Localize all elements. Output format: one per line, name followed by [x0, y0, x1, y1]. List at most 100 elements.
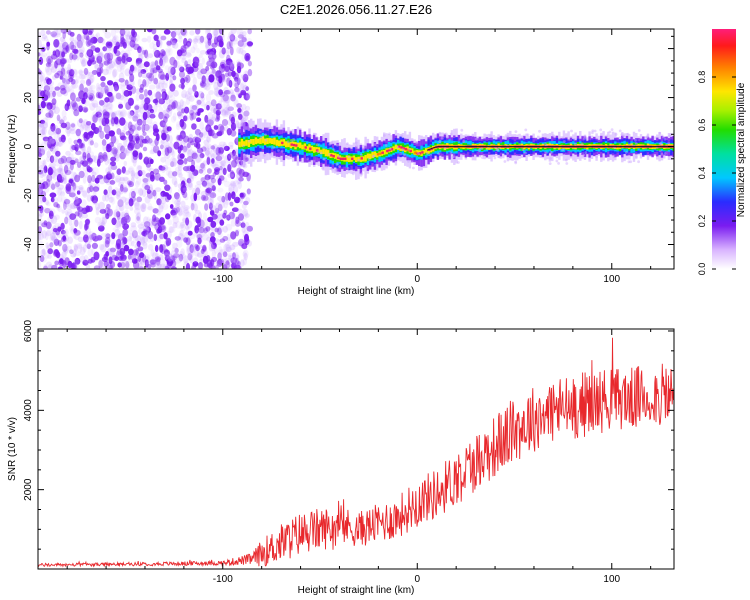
noise-speckle — [102, 174, 107, 180]
noise-speckle — [193, 89, 198, 96]
noise-speckle — [88, 138, 94, 147]
noise-speckle — [167, 253, 173, 262]
noise-speckle — [96, 86, 103, 94]
ridge-speckle — [663, 137, 667, 141]
noise-speckle — [246, 188, 251, 195]
noise-speckle — [191, 159, 196, 167]
noise-speckle — [206, 153, 213, 159]
noise-speckle — [86, 194, 92, 202]
noise-speckle — [231, 191, 236, 200]
noise-speckle — [124, 177, 130, 185]
noise-speckle — [121, 84, 126, 93]
ridge-speckle — [524, 151, 527, 155]
noise-speckle — [200, 68, 208, 75]
noise-speckle — [122, 185, 128, 193]
ridge-speckle — [503, 160, 507, 163]
noise-speckle — [164, 264, 169, 269]
noise-speckle — [183, 157, 188, 165]
noise-speckle — [129, 73, 135, 83]
noise-speckle — [215, 155, 223, 162]
ridge-speckle — [284, 155, 288, 159]
noise-speckle — [237, 87, 242, 93]
noise-speckle — [139, 49, 145, 55]
noise-speckle — [150, 63, 157, 71]
noise-speckle — [115, 204, 120, 212]
noise-speckle — [214, 167, 221, 173]
snr-series — [38, 337, 674, 568]
noise-speckle — [217, 226, 224, 233]
noise-speckle — [60, 222, 65, 230]
noise-speckle — [68, 69, 75, 77]
noise-speckle — [74, 198, 79, 205]
ridge-speckle — [524, 128, 528, 132]
noise-speckle — [181, 83, 185, 90]
noise-speckle — [135, 213, 139, 220]
noise-speckle — [242, 251, 247, 257]
noise-speckle — [141, 71, 148, 79]
ridge-speckle — [626, 132, 630, 136]
noise-speckle — [129, 110, 135, 116]
noise-speckle — [86, 163, 91, 170]
noise-speckle — [66, 103, 71, 110]
noise-speckle — [178, 31, 183, 40]
noise-speckle — [202, 244, 207, 252]
noise-speckle — [40, 100, 46, 109]
noise-speckle — [104, 232, 109, 239]
noise-speckle — [206, 182, 214, 188]
noise-speckle — [214, 207, 219, 214]
noise-speckle — [196, 99, 202, 105]
noise-speckle — [69, 213, 77, 221]
noise-speckle — [57, 172, 64, 181]
noise-speckle — [191, 246, 196, 254]
ridge-speckle — [360, 153, 363, 157]
ridge-speckle — [334, 169, 338, 172]
ridge-band-yellow — [278, 140, 281, 147]
noise-speckle — [139, 104, 145, 110]
noise-speckle — [76, 165, 82, 172]
ridge-band-yellow — [324, 149, 328, 157]
noise-speckle — [55, 58, 61, 64]
noise-speckle — [101, 216, 108, 225]
ridge-band-yellow — [257, 138, 260, 144]
noise-speckle — [187, 42, 191, 49]
noise-speckle — [177, 173, 184, 178]
noise-speckle — [116, 194, 122, 200]
noise-speckle — [203, 131, 209, 139]
noise-speckle — [75, 51, 81, 61]
noise-speckle — [229, 46, 234, 56]
noise-speckle — [65, 184, 71, 193]
ridge-band-yellow — [285, 141, 288, 148]
noise-speckle — [235, 176, 242, 185]
noise-speckle — [50, 232, 56, 241]
noise-speckle — [219, 219, 225, 226]
noise-speckle — [125, 35, 133, 44]
noise-speckle — [55, 32, 61, 38]
noise-speckle — [178, 171, 183, 178]
noise-speckle — [99, 90, 105, 98]
noise-speckle — [71, 104, 79, 113]
noise-speckle — [204, 177, 210, 185]
ridge-band-yellow — [383, 149, 386, 155]
noise-speckle — [189, 109, 195, 116]
noise-speckle — [162, 102, 170, 110]
noise-speckle — [228, 141, 234, 148]
noise-speckle — [142, 111, 148, 121]
noise-speckle — [115, 110, 122, 116]
noise-speckle — [188, 180, 193, 188]
noise-speckle — [191, 152, 198, 160]
noise-speckle — [79, 52, 84, 58]
noise-speckle — [157, 150, 162, 157]
ridge-speckle — [346, 142, 349, 146]
noise-speckle — [139, 169, 146, 176]
noise-speckle — [114, 187, 119, 195]
ridge-core — [402, 147, 405, 150]
noise-speckle — [240, 222, 246, 228]
noise-speckle — [52, 197, 59, 204]
noise-speckle — [69, 144, 75, 153]
noise-speckle — [95, 32, 100, 38]
noise-speckle — [182, 145, 188, 153]
noise-speckle — [201, 75, 207, 84]
noise-speckle — [206, 32, 213, 41]
noise-speckle — [189, 246, 196, 253]
ridge-band-yellow — [366, 153, 370, 159]
